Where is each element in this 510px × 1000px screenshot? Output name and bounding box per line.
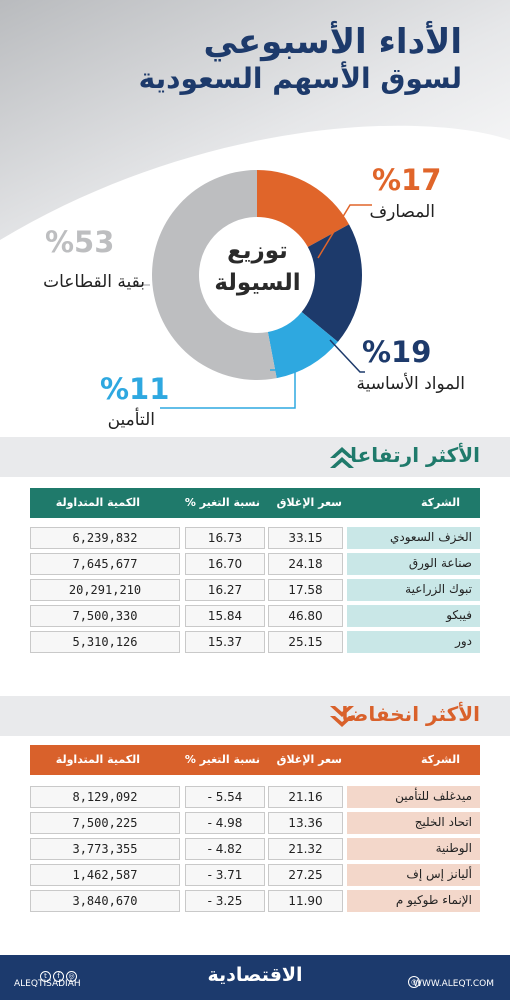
gainers-row: 5,310,126 15.37 25.15 دور	[30, 631, 480, 653]
close-cell: 21.32	[268, 838, 343, 860]
losers-row: 3,773,355 - 4.82 21.32 الوطنية	[30, 838, 480, 860]
company-cell: دور	[347, 631, 480, 653]
close-cell: 25.15	[268, 631, 343, 653]
volume-cell: 7,645,677	[30, 553, 180, 575]
close-cell: 21.16	[268, 786, 343, 808]
company-cell: صناعة الورق	[347, 553, 480, 575]
gainers-row: 20,291,210 16.27 17.58 تبوك الزراعية	[30, 579, 480, 601]
close-cell: 24.18	[268, 553, 343, 575]
slice-label-materials: المواد الأساسية	[356, 374, 465, 394]
close-cell: 33.15	[268, 527, 343, 549]
losers-header-close: سعر الإغلاق	[276, 753, 342, 766]
change-cell: 16.27	[185, 579, 265, 601]
donut-slice-others	[152, 170, 277, 380]
company-cell: الوطنية	[347, 838, 480, 860]
close-cell: 17.58	[268, 579, 343, 601]
donut-slice-insurance	[267, 311, 338, 379]
instagram-icon[interactable]: ◎	[66, 971, 77, 982]
change-cell: - 3.25	[185, 890, 265, 912]
losers-row: 3,840,670 - 3.25 11.90 الإنماء طوكيو م	[30, 890, 480, 912]
volume-cell: 1,462,587	[30, 864, 180, 886]
change-cell: 15.37	[185, 631, 265, 653]
gainers-header-change: نسبة التغير %	[184, 496, 260, 509]
social-icons: t f ◎	[40, 963, 79, 982]
donut-center-line1: توزيع	[227, 238, 288, 264]
footer-logo: الاقتصادية	[207, 964, 303, 986]
change-cell: 15.84	[185, 605, 265, 627]
leader-line-banks	[317, 204, 372, 259]
volume-cell: 7,500,330	[30, 605, 180, 627]
globe-icon: ◎	[408, 976, 420, 988]
slice-pct-materials: %19	[362, 335, 432, 369]
change-cell: 16.70	[185, 553, 265, 575]
losers-row: 7,500,225 - 4.98 13.36 اتحاد الخليج	[30, 812, 480, 834]
close-cell: 11.90	[268, 890, 343, 912]
company-cell: أليانز إس إف	[347, 864, 480, 886]
close-cell: 27.25	[268, 864, 343, 886]
change-cell: - 4.82	[185, 838, 265, 860]
footer-social-handle[interactable]: ALEQTISADIAH	[14, 979, 81, 989]
gainers-section-band: الأكثر ارتفاعا	[0, 437, 510, 477]
leader-line-insurance	[160, 369, 296, 409]
change-cell: - 3.71	[185, 864, 265, 886]
footer-website-link[interactable]: WWW.ALEQT.COM	[413, 979, 494, 989]
volume-cell: 7,500,225	[30, 812, 180, 834]
change-cell: - 5.54	[185, 786, 265, 808]
footer-bar: t f ◎ ALEQTISADIAH الاقتصادية ◎ WWW.ALEQT.…	[0, 955, 510, 1000]
volume-cell: 3,840,670	[30, 890, 180, 912]
slice-label-others: بقية القطاعات	[43, 272, 145, 292]
header-background	[0, 0, 510, 240]
losers-header-volume: الكمية المتداولة	[55, 753, 140, 766]
gainers-row: 6,239,832 16.73 33.15 الخزف السعودي	[30, 527, 480, 549]
volume-cell: 3,773,355	[30, 838, 180, 860]
page-subtitle: لسوق الأسهم السعودية	[138, 62, 462, 95]
facebook-icon[interactable]: f	[53, 971, 64, 982]
donut-center-line2: السيولة	[214, 270, 301, 296]
slice-label-insurance: التأمين	[107, 410, 155, 430]
company-cell: فيبكو	[347, 605, 480, 627]
gainers-header-company: الشركة	[420, 496, 460, 509]
losers-table-header: الشركة سعر الإغلاق نسبة التغير % الكمية …	[30, 745, 480, 775]
gainers-header-close: سعر الإغلاق	[276, 496, 342, 509]
gainers-title: الأكثر ارتفاعا	[350, 443, 480, 467]
gainers-row: 7,500,330 15.84 46.80 فيبكو	[30, 605, 480, 627]
leader-line-materials	[329, 339, 365, 373]
slice-pct-others: %53	[45, 225, 115, 259]
slice-pct-insurance: %11	[100, 372, 170, 406]
change-cell: 16.73	[185, 527, 265, 549]
company-cell: ميدغلف للتأمين	[347, 786, 480, 808]
losers-header-change: نسبة التغير %	[184, 753, 260, 766]
slice-pct-banks: %17	[372, 163, 442, 197]
gainers-header-volume: الكمية المتداولة	[55, 496, 140, 509]
donut-slice-banks	[257, 170, 350, 248]
losers-section-band: الأكثر انخفاضا	[0, 696, 510, 736]
volume-cell: 20,291,210	[30, 579, 180, 601]
volume-cell: 8,129,092	[30, 786, 180, 808]
volume-cell: 6,239,832	[30, 527, 180, 549]
losers-header-company: الشركة	[420, 753, 460, 766]
page-title: الأداء الأسبوعي	[203, 22, 462, 62]
losers-title: الأكثر انخفاضا	[341, 702, 480, 726]
losers-row: 8,129,092 - 5.54 21.16 ميدغلف للتأمين	[30, 786, 480, 808]
close-cell: 13.36	[268, 812, 343, 834]
arrow-up-icon	[330, 447, 354, 468]
slice-label-banks: المصارف	[369, 202, 436, 222]
donut-center-label: توزيع السيولة	[200, 235, 315, 299]
close-cell: 46.80	[268, 605, 343, 627]
volume-cell: 5,310,126	[30, 631, 180, 653]
arrow-down-icon	[330, 706, 354, 727]
company-cell: اتحاد الخليج	[347, 812, 480, 834]
losers-row: 1,462,587 - 3.71 27.25 أليانز إس إف	[30, 864, 480, 886]
twitter-icon[interactable]: t	[40, 971, 51, 982]
company-cell: الإنماء طوكيو م	[347, 890, 480, 912]
gainers-table-header: الشركة سعر الإغلاق نسبة التغير % الكمية …	[30, 488, 480, 518]
liquidity-donut-chart	[135, 170, 372, 409]
change-cell: - 4.98	[185, 812, 265, 834]
company-cell: الخزف السعودي	[347, 527, 480, 549]
company-cell: تبوك الزراعية	[347, 579, 480, 601]
donut-slice-materials	[301, 224, 362, 342]
gainers-row: 7,645,677 16.70 24.18 صناعة الورق	[30, 553, 480, 575]
